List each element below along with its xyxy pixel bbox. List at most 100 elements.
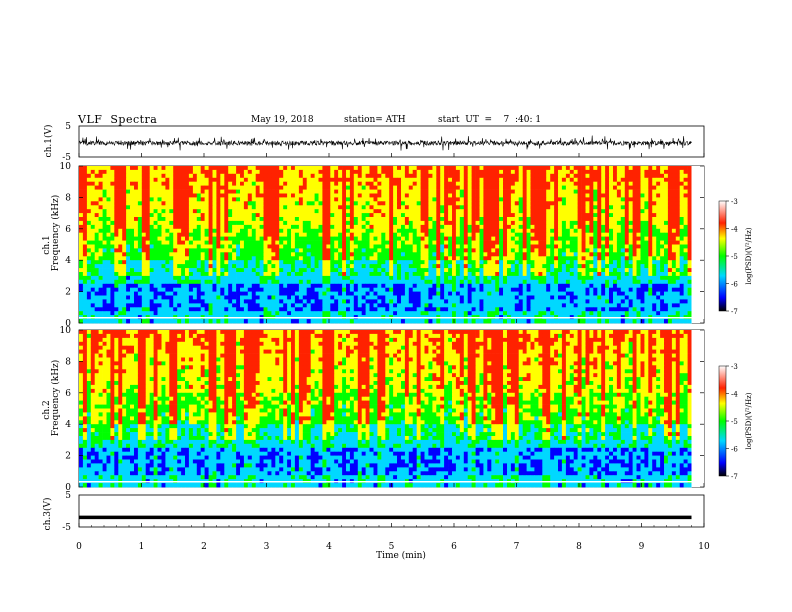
- spectrogram-cell: [620, 217, 626, 222]
- spectrogram-cell: [491, 252, 496, 257]
- spectrogram-cell: [149, 244, 154, 249]
- spectrogram-cell: [613, 268, 618, 273]
- spectrogram-cell: [232, 166, 237, 171]
- spectrogram-cell: [675, 248, 681, 253]
- spectrogram-cell: [593, 166, 598, 171]
- spectrogram-cell: [593, 283, 598, 289]
- spectrogram-cell: [130, 209, 135, 214]
- spectrogram-cell: [671, 283, 677, 289]
- spectrogram-cell: [471, 252, 476, 257]
- spectrogram-cell: [259, 252, 264, 257]
- spectrogram-cell: [467, 220, 472, 226]
- spectrogram-cell: [357, 232, 363, 237]
- spectrogram-cell: [251, 279, 257, 285]
- spectrogram-cell: [220, 240, 225, 245]
- spectrogram-cell: [302, 252, 308, 257]
- spectrogram-cell: [675, 220, 681, 226]
- spectrogram-cell: [275, 287, 280, 292]
- spectrogram-cell: [377, 189, 382, 194]
- start-time-label: start UT = 7 :40: 1: [438, 115, 542, 125]
- spectrogram-cell: [554, 213, 559, 218]
- spectrogram-cell: [204, 205, 209, 210]
- spectrogram-cell: [130, 220, 135, 226]
- spectrogram-cell: [263, 205, 268, 210]
- spectrogram-cell: [110, 213, 115, 218]
- spectrogram-cell: [436, 268, 441, 273]
- spectrogram-cell: [118, 185, 123, 190]
- spectrogram-cell: [314, 283, 319, 289]
- spectrogram-cell: [459, 264, 465, 269]
- spectrogram-cell: [530, 217, 535, 222]
- spectrogram-cell: [620, 177, 626, 183]
- spectrogram-cell: [326, 181, 331, 186]
- spectrogram-cell: [240, 197, 245, 202]
- spectrogram-cell: [561, 181, 567, 186]
- spectrogram-cell: [667, 181, 673, 186]
- spectrogram-cell: [389, 248, 394, 253]
- spectrogram-cell: [491, 220, 496, 226]
- spectrogram-cell: [361, 217, 366, 222]
- spectrogram-cell: [365, 213, 370, 218]
- spectrogram-cell: [546, 240, 551, 245]
- spectrogram-cell: [279, 220, 284, 226]
- spectrogram-cell: [334, 189, 339, 194]
- spectrogram-cell: [613, 181, 618, 186]
- spectrogram-cell: [585, 193, 590, 198]
- spectrogram-cell: [251, 228, 257, 234]
- spectrogram-cell: [507, 201, 512, 206]
- spectrogram-cell: [318, 260, 323, 265]
- spectrogram-cell: [349, 268, 355, 273]
- spectrogram-cell: [232, 248, 237, 253]
- spectrogram-cell: [424, 272, 429, 277]
- spectrogram-cell: [573, 256, 578, 261]
- spectrogram-cell: [287, 224, 292, 230]
- spectrogram-cell: [589, 169, 594, 175]
- spectrogram-cell: [656, 173, 661, 179]
- spectrogram-cell: [79, 236, 84, 241]
- spectrogram-cell: [397, 256, 402, 261]
- spectrogram-cell: [141, 213, 147, 218]
- spectrogram-cell: [118, 275, 123, 281]
- spectrogram-cell: [357, 283, 363, 289]
- spectrogram-cell: [601, 197, 606, 202]
- spectrogram-cell: [161, 197, 166, 202]
- spectrogram-cell: [110, 220, 115, 226]
- spectrogram-cell: [452, 181, 457, 186]
- spectrogram-cell: [483, 177, 488, 183]
- spectrogram-cell: [243, 224, 249, 230]
- spectrogram-cell: [507, 189, 512, 194]
- spectrogram-cell: [620, 173, 626, 179]
- spectrogram-cell: [569, 236, 575, 241]
- spectrogram-cell: [483, 248, 488, 253]
- spectrogram-cell: [671, 287, 677, 292]
- spectrogram-cell: [263, 260, 268, 265]
- spectrogram-cell: [452, 240, 457, 245]
- spectrogram-cell: [428, 228, 433, 234]
- spectrogram-cell: [550, 181, 555, 186]
- spectrogram-cell: [82, 228, 88, 234]
- spectrogram-cell: [620, 279, 626, 285]
- spectrogram-cell: [389, 256, 394, 261]
- spectrogram-cell: [444, 260, 449, 265]
- spectrogram-cell: [389, 173, 394, 179]
- spectrogram-cell: [86, 272, 92, 277]
- spectrogram-cell: [503, 264, 508, 269]
- spectrogram-cell: [181, 240, 186, 245]
- spectrogram-cell: [538, 228, 543, 234]
- spectrogram-cell: [188, 193, 194, 198]
- spectrogram-cell: [558, 228, 563, 234]
- spectrogram-cell: [420, 181, 425, 186]
- spectrogram-cell: [428, 213, 433, 218]
- spectrogram-cell: [416, 205, 421, 210]
- spectrogram-cell: [349, 283, 355, 289]
- spectrogram-cell: [102, 248, 107, 253]
- spectrogram-cell: [648, 189, 653, 194]
- spectrogram-cell: [550, 260, 555, 265]
- spectrogram-cell: [471, 232, 476, 237]
- spectrogram-cell: [243, 268, 249, 273]
- spectrogram-cell: [522, 268, 527, 273]
- spectrogram-cell: [408, 220, 414, 226]
- spectrogram-cell: [471, 244, 476, 249]
- spectrogram-cell: [255, 260, 260, 265]
- spectrogram-cell: [192, 205, 198, 210]
